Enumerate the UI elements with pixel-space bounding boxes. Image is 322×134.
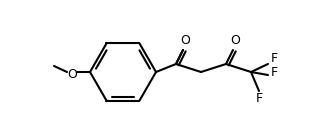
Text: O: O — [67, 68, 77, 81]
Text: O: O — [230, 34, 240, 47]
Text: F: F — [270, 53, 278, 66]
Text: O: O — [180, 34, 190, 47]
Text: F: F — [255, 92, 262, 105]
Text: F: F — [270, 66, 278, 79]
